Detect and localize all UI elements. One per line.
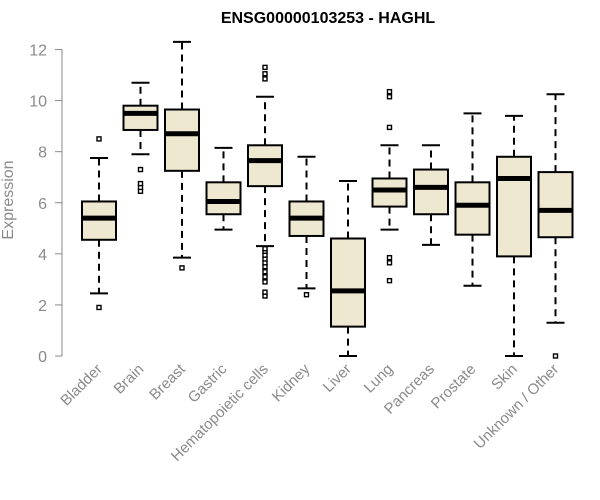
x-tick-label: Breast [146, 360, 189, 403]
box-iqr [371, 177, 408, 208]
box-iqr [330, 237, 366, 328]
y-tick-label: 4 [38, 247, 47, 264]
y-axis: 0 2 4 6 8 10 12 [29, 43, 63, 366]
y-tick-label: 0 [38, 349, 47, 366]
box-iqr [205, 181, 242, 216]
box-lung [371, 88, 408, 284]
x-tick-label: Lung [361, 361, 397, 397]
y-tick-label: 6 [38, 196, 47, 213]
box-pancreas [413, 144, 449, 246]
box-plots [81, 40, 574, 359]
outlier-point [262, 279, 268, 285]
outlier-point [179, 265, 185, 271]
box-iqr [537, 171, 574, 239]
outlier-point [262, 64, 268, 71]
outlier-point [137, 166, 144, 173]
box-iqr [454, 181, 491, 236]
outlier-point [386, 277, 393, 284]
outlier-point [96, 136, 102, 142]
box-liver [330, 180, 366, 357]
box-iqr [122, 104, 159, 131]
box-brain [122, 81, 159, 194]
box-iqr [496, 155, 532, 258]
box-iqr [413, 168, 449, 216]
y-tick-label: 12 [29, 43, 47, 60]
x-tick-label: Bladder [57, 361, 106, 410]
box-iqr [247, 144, 283, 188]
y-tick-label: 2 [38, 298, 47, 315]
box-breast [164, 40, 200, 271]
box-hematopoietic-cells [247, 64, 283, 299]
x-tick-label: Kidney [269, 360, 314, 405]
outlier-point [386, 260, 393, 266]
y-axis-label: Expression [0, 160, 17, 239]
x-tick-label: Prostate [428, 361, 480, 413]
outlier-point [552, 353, 559, 359]
y-tick-label: 10 [29, 94, 47, 111]
box-gastric [205, 146, 242, 231]
box-iqr [164, 108, 200, 172]
box-iqr [81, 200, 117, 241]
chart-title: ENSG00000103253 - HAGHL [221, 10, 436, 27]
box-unknown-other [537, 93, 574, 359]
outlier-point [303, 292, 310, 298]
outlier-point [262, 71, 268, 77]
box-prostate [454, 112, 491, 287]
outlier-point [262, 269, 268, 275]
outlier-point [96, 304, 102, 311]
outlier-point [386, 88, 393, 95]
outlier-point [386, 254, 393, 261]
outlier-point [137, 180, 144, 187]
outlier-point [262, 274, 268, 280]
outlier-point [386, 94, 393, 100]
x-tick-label: Brain [111, 361, 148, 398]
y-tick-label: 8 [38, 145, 47, 162]
x-tick-label: Skin [488, 361, 521, 394]
outlier-point [262, 76, 268, 82]
outlier-point [386, 124, 393, 131]
box-kidney [288, 155, 325, 298]
box-skin [496, 114, 532, 357]
x-tick-label: Liver [320, 361, 355, 396]
outlier-point [262, 289, 268, 295]
box-bladder [81, 136, 117, 311]
outlier-point [262, 246, 268, 252]
